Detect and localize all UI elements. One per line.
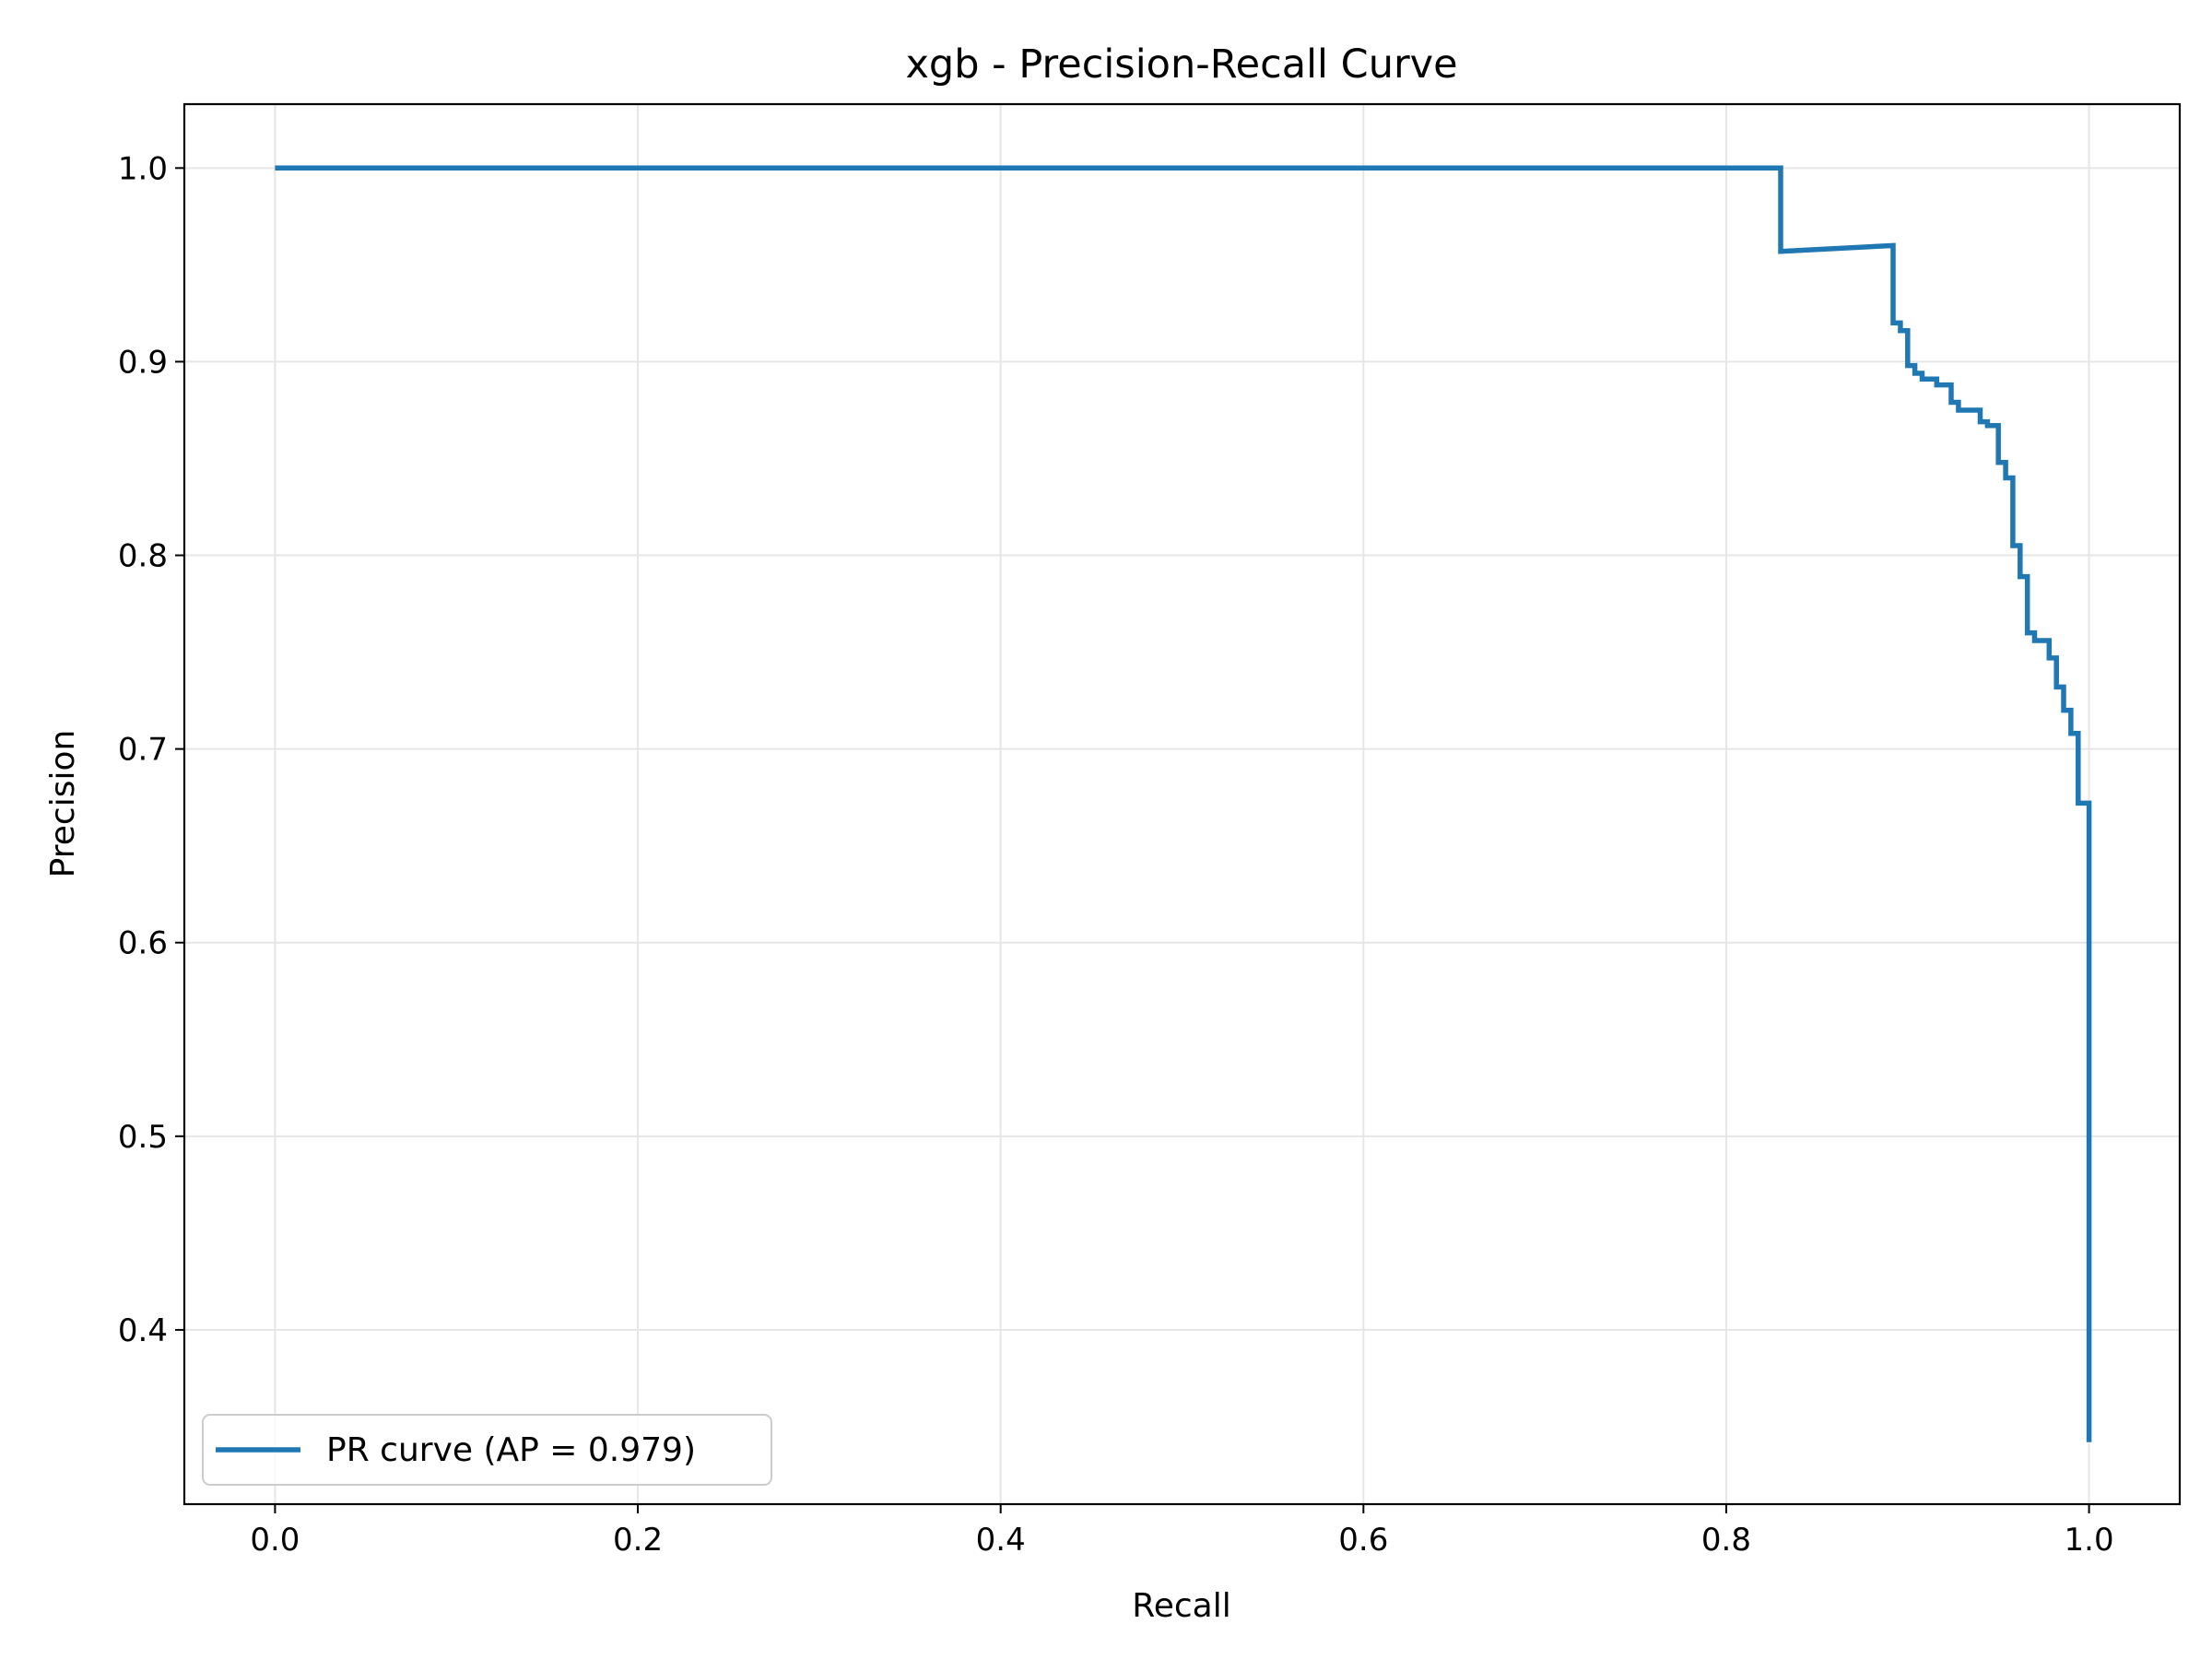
x-tick-label: 1.0 [2065,1522,2114,1559]
plot-area-frame [182,102,2182,1506]
x-tick-label: 0.6 [1338,1522,1388,1559]
y-axis: 0.4 0.5 0.6 0.7 0.8 0.9 1.0 [118,150,184,1349]
series-layer [275,165,2092,1442]
x-tick-label: 0.4 [976,1522,1026,1559]
y-tick-label: 0.7 [118,732,168,769]
x-axis: 0.0 0.2 0.4 0.6 0.8 1.0 [250,1504,2114,1559]
y-tick-label: 0.5 [118,1119,168,1156]
legend: PR curve (AP = 0.979) [202,1414,772,1486]
x-tick-label: 0.8 [1701,1522,1751,1559]
x-axis-label: Recall [1132,1587,1230,1625]
y-tick-label: 1.0 [118,150,168,187]
chart-title: xgb - Precision-Recall Curve [905,41,1457,88]
y-tick-label: 0.4 [118,1312,168,1349]
legend-box [202,1414,772,1486]
pr-curve-line [275,165,2092,1442]
y-tick-label: 0.9 [118,344,168,381]
y-tick-label: 0.6 [118,925,168,962]
legend-label: PR curve (AP = 0.979) [326,1431,696,1469]
x-tick-label: 0.0 [250,1522,300,1559]
y-axis-label: Precision [44,730,82,878]
y-tick-label: 0.8 [118,538,168,575]
x-tick-label: 0.2 [613,1522,663,1559]
